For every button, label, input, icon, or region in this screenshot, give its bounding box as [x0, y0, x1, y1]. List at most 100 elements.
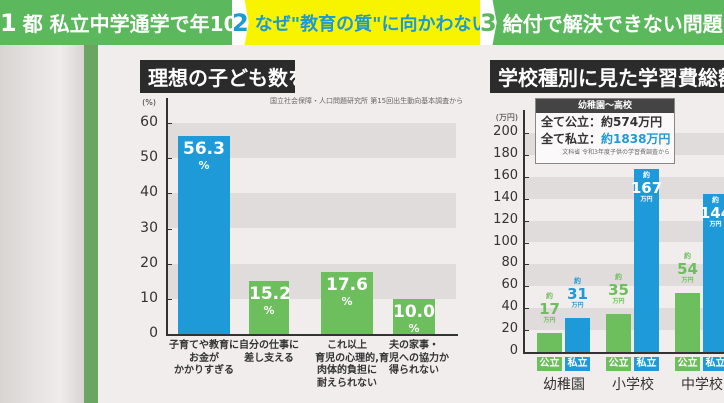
series-tag: 私立 [634, 357, 659, 371]
bar-value-label: 17.6 [326, 275, 368, 296]
ticker-text: なぜ"教育の質"に向かわない？ [254, 13, 480, 35]
y-axis [523, 110, 525, 352]
y-tick [166, 158, 172, 160]
chart1-title: 理想の子ども数を持たない理由 [140, 60, 295, 93]
y-tick [166, 263, 172, 265]
y-tick-label: 10 [140, 289, 158, 306]
bar-unit-label: % [263, 303, 275, 317]
y-tick [166, 228, 172, 230]
total-cost-inset: 幼稚園～高校 全て公立：約574万円 全て私立：約1838万円 文科省 令和3年… [535, 98, 675, 164]
y-tick-label: 20 [501, 321, 518, 337]
bar [393, 298, 435, 334]
bar-value-label: 10.0 [393, 301, 435, 322]
bar-value-label: 17 [539, 300, 560, 319]
bar-value-prefix: 約 [684, 251, 691, 260]
board-edge [84, 45, 98, 403]
inset-public-label: 全て公立： [541, 115, 602, 129]
y-unit: (%) [142, 98, 156, 107]
bar-unit-label: 万円 [709, 221, 722, 229]
inset-private-value: 約1838万円 [601, 132, 671, 146]
bar-value-label: 35 [608, 280, 629, 299]
y-tick-label: 180 [493, 145, 518, 161]
y-tick-label: 40 [140, 184, 158, 201]
y-axis [166, 98, 168, 334]
series-tag: 私立 [703, 357, 724, 371]
grid-band [523, 176, 724, 199]
bar [634, 169, 659, 352]
bar-value-prefix: 約 [615, 272, 622, 281]
y-tick [523, 198, 529, 200]
bar-value-label: 54 [677, 259, 698, 278]
y-tick [166, 193, 172, 195]
category-label: 自分の仕事に 差し支える [239, 340, 299, 364]
chart1-source: 国立社会保障・人口問題研究所 第15回出生動向基本調査から [270, 97, 464, 105]
studio-background [0, 45, 100, 403]
news-ticker: 1都 私立中学通学で年10万円 2なぜ"教育の質"に向かわない？ 3給付で解決で… [0, 0, 724, 45]
ticker-item-1: 1都 私立中学通学で年10万円 [0, 0, 232, 45]
bar-unit-label: 万円 [640, 196, 653, 204]
bar [565, 318, 590, 352]
ticker-text: 都 私立中学通学で年10万円 [22, 12, 232, 36]
bar [606, 313, 631, 352]
y-tick [523, 220, 529, 222]
y-tick-label: 200 [493, 124, 518, 139]
y-tick [166, 298, 172, 300]
ticker-text: 給付で解決できない問題を [502, 12, 724, 36]
y-tick [523, 308, 529, 310]
bar-unit-label: 万円 [681, 276, 694, 284]
bar [178, 136, 230, 334]
y-tick-label: 0 [509, 343, 518, 358]
group-label: 中学校 [681, 377, 723, 393]
y-tick-label: 0 [149, 325, 158, 341]
category-label: 夫の家事・ 育児への協力か 得られない [379, 340, 449, 376]
series-tag: 公立 [675, 357, 700, 371]
y-tick-label: 30 [140, 219, 158, 236]
bar [703, 194, 724, 352]
inset-header: 幼稚園～高校 [536, 99, 674, 113]
bar-value-label: 15.2 [249, 283, 291, 304]
bar-value-prefix: 約 [574, 277, 581, 286]
y-tick-label: 80 [501, 255, 518, 271]
y-tick [523, 330, 529, 332]
bar-value-prefix: 約 [712, 196, 719, 205]
grid-band [523, 264, 724, 287]
inset-private: 全て私立：約1838万円 [536, 130, 674, 147]
series-tag: 公立 [537, 357, 562, 371]
y-tick-label: 120 [493, 211, 518, 227]
group-label: 幼稚園 [543, 377, 585, 393]
group-label: 小学校 [612, 377, 654, 393]
bar-value-prefix: 約 [546, 292, 553, 301]
inset-private-label: 全て私立： [541, 132, 602, 146]
bar-value-label: 31 [567, 285, 588, 304]
bar-unit-label: 万円 [571, 302, 584, 310]
y-unit: (万円) [495, 113, 518, 122]
bar-value-prefix: 約 [643, 171, 650, 180]
y-tick [166, 123, 172, 124]
ticker-num: 2 [232, 0, 249, 45]
y-tick-label: 100 [493, 233, 518, 249]
series-tag: 私立 [565, 357, 590, 371]
bar-unit-label: % [341, 295, 353, 309]
inset-source: 文科省 令和3年度子供の学習費調査から [562, 149, 670, 156]
bar [537, 333, 562, 352]
y-tick [523, 352, 529, 353]
bar-unit-label: % [408, 321, 420, 335]
bar-unit-label: % [198, 159, 210, 172]
bar-value-label: 167 [630, 179, 663, 198]
inset-public-value: 約574万円 [601, 115, 663, 129]
grid-band [523, 220, 724, 243]
y-tick-label: 60 [140, 114, 158, 130]
y-tick [166, 334, 172, 335]
bar [321, 272, 373, 334]
x-axis [523, 352, 724, 354]
ticker-num: 3 [480, 0, 497, 45]
y-tick-label: 140 [493, 189, 518, 205]
y-tick-label: 20 [140, 254, 158, 271]
x-axis [166, 334, 458, 336]
inset-public: 全て公立：約574万円 [536, 113, 674, 130]
y-tick [523, 286, 529, 288]
bar-value-label: 144 [699, 204, 724, 223]
y-tick [523, 154, 529, 156]
y-tick [523, 133, 529, 134]
category-label: 子育てや教育に お金が かかりすぎる [169, 340, 239, 376]
